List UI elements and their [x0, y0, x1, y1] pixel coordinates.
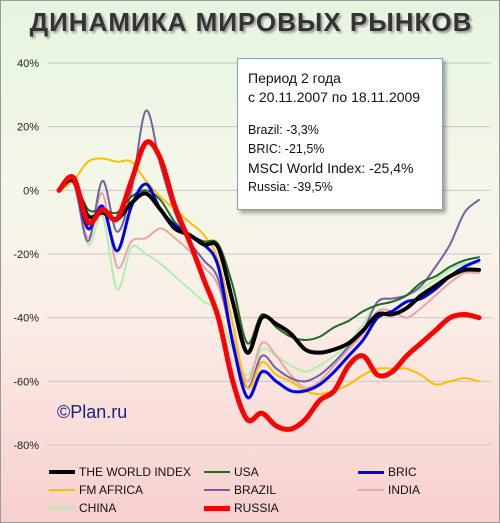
y-tick-label: -40% [13, 313, 39, 325]
watermark-text: ©Plan.ru [57, 402, 128, 422]
y-tick-label: 0% [23, 185, 39, 197]
series-line-fm-africa [58, 157, 480, 396]
info-box: Период 2 года с 20.11.2007 по 18.11.2009… [237, 58, 443, 210]
series-line-the-world-index [57, 177, 481, 355]
series-line-bric [57, 177, 481, 400]
y-axis-ticks: 40% 20% 0% -20% -40% -60% -80% [13, 58, 39, 452]
info-russia: Russia: -39,5% [248, 180, 333, 194]
info-period-range: с 20.11.2007 по 18.11.2009 [248, 89, 421, 105]
y-tick-label: 40% [17, 58, 39, 70]
y-tick-label: -60% [13, 376, 39, 388]
info-bric: BRIC: -21,5% [248, 142, 325, 156]
y-tick-label: -80% [13, 440, 39, 452]
info-period-label: Период 2 года [248, 70, 341, 86]
chart-title: ДИНАМИКА МИРОВЫХ РЫНКОВ [29, 7, 473, 37]
info-brazil: Brazil: -3,3% [248, 123, 319, 137]
y-tick-label: -20% [13, 249, 39, 261]
info-msci: MSCI World Index: -25,4% [248, 160, 414, 176]
series-line-russia [56, 139, 482, 432]
series-line-india [58, 180, 480, 389]
series-lines [56, 109, 482, 432]
y-tick-label: 20% [17, 122, 39, 134]
